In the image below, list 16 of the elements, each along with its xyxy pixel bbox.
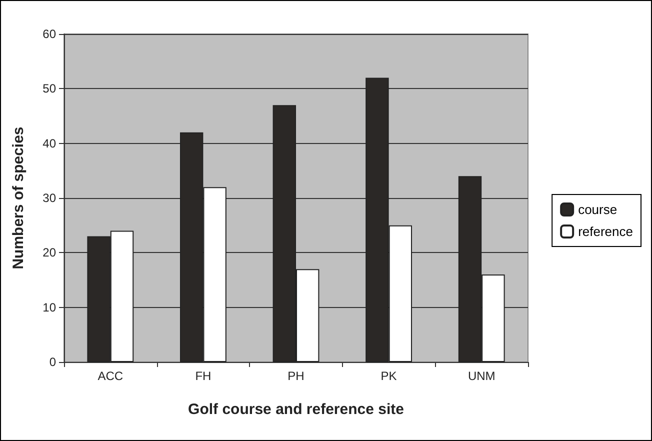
x-axis-title: Golf course and reference site bbox=[188, 401, 404, 418]
legend-label: reference bbox=[578, 224, 633, 239]
y-tick-label: 60 bbox=[42, 27, 56, 41]
y-tick-label: 0 bbox=[49, 355, 56, 369]
x-tick-label: UNM bbox=[468, 369, 496, 383]
x-tick-label: PH bbox=[288, 369, 304, 383]
y-axis-title: Numbers of species bbox=[10, 126, 27, 270]
x-tick-label: FH bbox=[195, 369, 212, 383]
x-tick-label: PK bbox=[380, 369, 397, 383]
legend-label: course bbox=[578, 202, 618, 217]
y-tick-label: 50 bbox=[42, 82, 56, 96]
y-tick-label: 20 bbox=[42, 246, 56, 260]
y-tick-label: 40 bbox=[42, 136, 56, 150]
x-tick-label: ACC bbox=[98, 369, 124, 383]
y-tick-label: 30 bbox=[42, 191, 56, 205]
y-tick-label: 10 bbox=[42, 300, 56, 314]
